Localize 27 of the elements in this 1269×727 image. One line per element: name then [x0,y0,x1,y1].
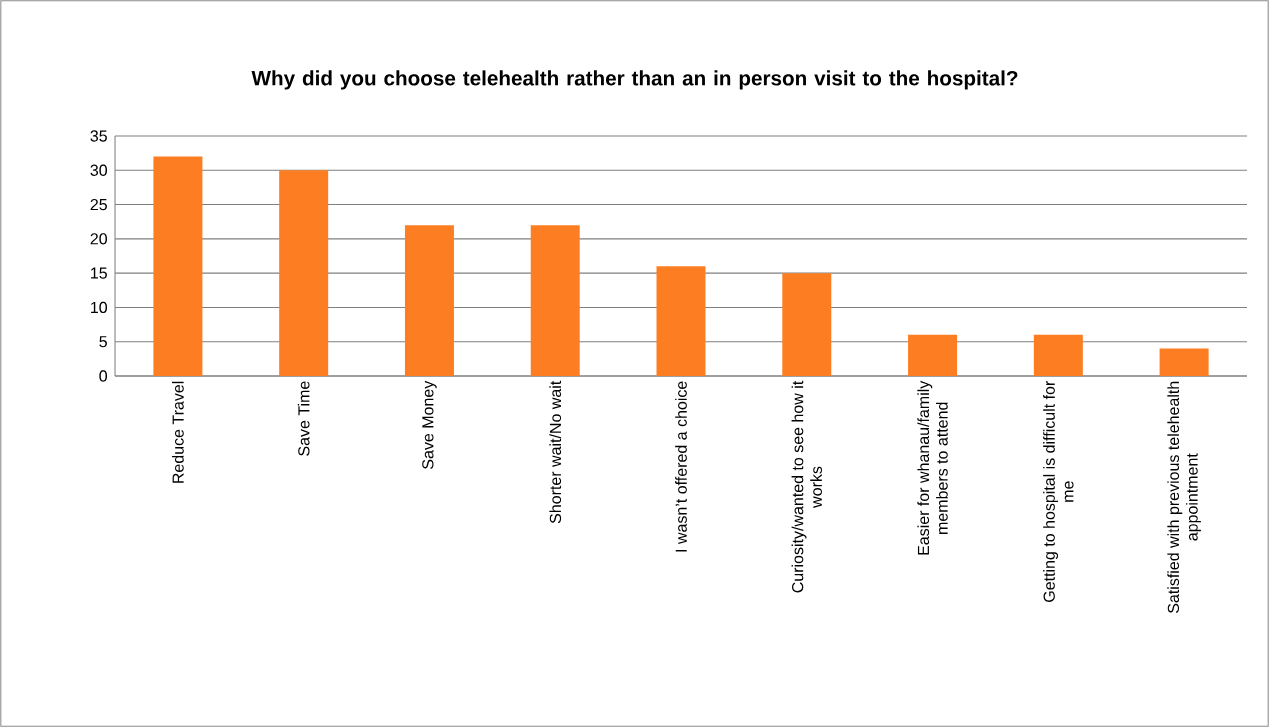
y-tick-label: 25 [90,198,107,211]
y-tick-label: 20 [90,233,108,245]
x-tick-label: Easier for whanau/family members to attend [917,380,948,555]
bar [782,273,832,376]
bar [279,170,329,376]
x-tick-label: Curiosity/wanted to see how it works [791,380,822,593]
bar [404,225,454,376]
x-tick-label: I wasn’t offered a choice [675,381,687,552]
bar [153,156,203,376]
y-tick-label: 5 [99,336,107,348]
y-tick-label: 0 [99,370,108,382]
bar [1033,334,1083,376]
x-tick-label: Shorter wait/No wait [549,380,562,524]
x-tick-label: Satisfied with previous telehealth appointment [1167,381,1201,613]
x-tick-label: Reduce Travel [172,381,184,483]
y-tick-label: 10 [91,301,108,314]
y-tick-label: 30 [90,164,108,176]
x-tick-label: Getting to hospital is difficult for me [1043,380,1074,602]
chart-title: Why did you choose telehealth rather than an in person visit to the hospital? [251,70,1018,90]
bar [530,225,580,376]
x-tick-label: Save Time [297,381,310,456]
bar [1159,348,1209,376]
x-tick-label: Save Money [422,380,437,469]
y-tick-label: 15 [91,267,107,279]
y-tick-label: 35 [90,130,107,142]
bar [656,266,706,376]
bar [908,334,958,376]
